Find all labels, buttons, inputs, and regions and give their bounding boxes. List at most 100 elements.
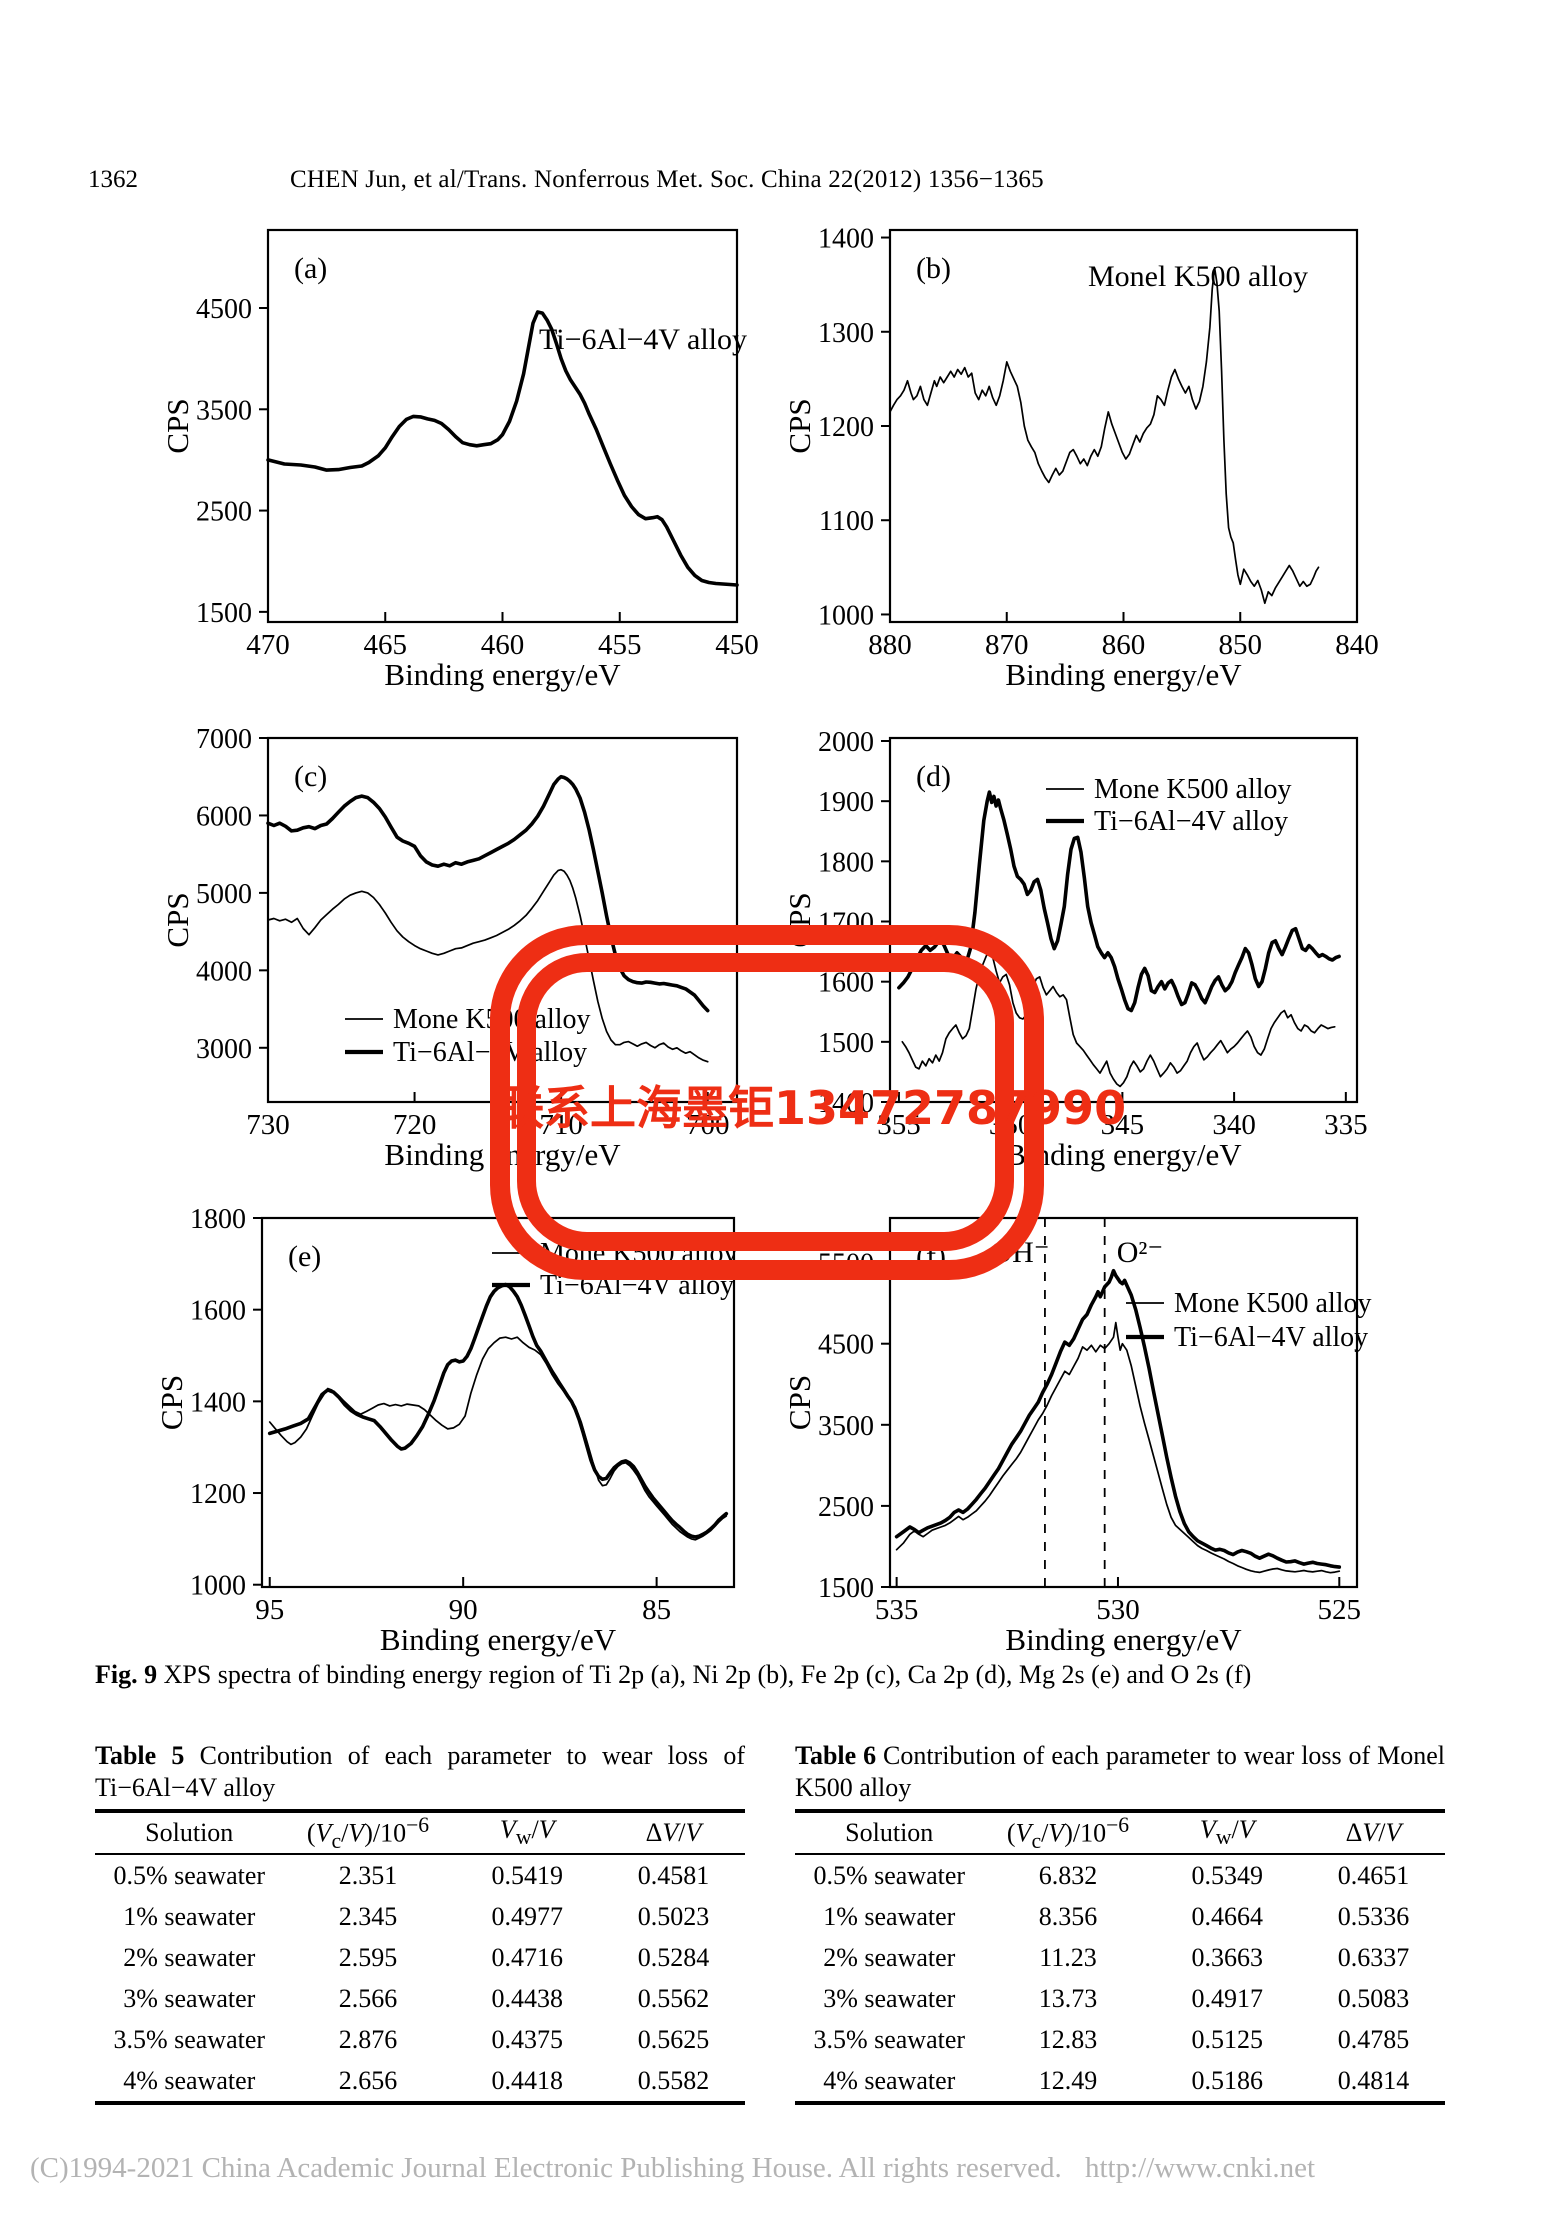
table-cell: 0.5419 — [491, 1860, 564, 1890]
x-tick-label: 465 — [364, 629, 408, 661]
x-tick-label: 840 — [1335, 629, 1379, 661]
table-title-label: Table 6 — [795, 1741, 877, 1770]
y-tick-label: 1200 — [818, 412, 874, 443]
y-axis-label: CPS — [782, 1375, 817, 1430]
series-curve — [267, 1282, 729, 1539]
table-cell: 12.83 — [1038, 2024, 1098, 2054]
table-cell: 0.4716 — [491, 1942, 564, 1972]
column-header: Vw/V — [1199, 1815, 1255, 1850]
panel-label: (b) — [916, 252, 951, 285]
table-cell: 0.5083 — [1337, 1983, 1410, 2013]
series-curve — [889, 266, 1320, 605]
y-tick-label: 3500 — [818, 1411, 874, 1442]
table-cell: 0.5582 — [637, 2065, 710, 2095]
y-tick-label: 4500 — [818, 1330, 874, 1361]
series-curve — [268, 1336, 728, 1541]
x-tick-label: 700 — [686, 1109, 730, 1141]
y-tick-label: 2500 — [818, 1492, 874, 1523]
y-tick-label: 1400 — [190, 1387, 246, 1418]
table-rule — [95, 2101, 745, 2105]
publisher-url: http://www.cnki.net — [1085, 2152, 1316, 2184]
table-cell: 2.351 — [338, 1860, 398, 1890]
x-tick-label: 450 — [715, 629, 759, 661]
legend-label: Ti−6Al−4V alloy — [1174, 1322, 1368, 1353]
y-tick-label: 1500 — [818, 1028, 874, 1059]
table-cell: 2.595 — [338, 1942, 398, 1972]
y-tick-label: 2000 — [818, 727, 874, 758]
y-tick-label: 1400 — [818, 224, 874, 255]
series-curve — [266, 310, 739, 587]
y-tick-label: 1800 — [190, 1204, 246, 1235]
table-cell: 1% seawater — [123, 1901, 256, 1931]
panel-label: (a) — [294, 252, 327, 285]
x-axis-label: Binding energy/eV — [384, 657, 621, 692]
x-tick-label: 720 — [393, 1109, 437, 1141]
table-row: 3.5% seawater 12.83 0.5125 0.4785 — [795, 2019, 1445, 2060]
x-tick-label: 355 — [877, 1109, 921, 1141]
y-tick-label: 1100 — [819, 506, 874, 537]
table-title: Table 5 Contribution of each parameter t… — [95, 1741, 745, 1802]
y-tick-label: 1300 — [818, 318, 874, 349]
y-tick-label: 1500 — [818, 1573, 874, 1604]
table-cell: 0.5% seawater — [113, 1860, 266, 1890]
x-tick-label: 530 — [1096, 1594, 1140, 1626]
y-tick-label: 1800 — [818, 847, 874, 878]
table-cell: 2.876 — [338, 2024, 398, 2054]
y-tick-label: 1000 — [818, 600, 874, 631]
x-tick-label: 335 — [1324, 1109, 1368, 1141]
y-tick-label: 3000 — [196, 1034, 252, 1065]
table-cell: 13.73 — [1038, 1983, 1098, 2013]
table-rule — [95, 1853, 745, 1855]
x-axis-label: Binding energy/eV — [1005, 1137, 1242, 1172]
table-cell: 0.3663 — [1191, 1942, 1264, 1972]
table-row: 0.5% seawater 6.832 0.5349 0.4651 — [795, 1855, 1445, 1896]
y-tick-label: 1200 — [190, 1479, 246, 1510]
x-axis-label: Binding energy/eV — [380, 1622, 617, 1657]
table-title: Table 6 Contribution of each parameter t… — [795, 1741, 1445, 1802]
table-cell: 0.5186 — [1191, 2065, 1264, 2095]
y-axis-label: CPS — [160, 398, 195, 453]
y-tick-label: 7000 — [196, 724, 252, 755]
y-tick-label: 4000 — [196, 956, 252, 987]
y-tick-label: 1900 — [818, 787, 874, 818]
table-cell: 0.4375 — [491, 2024, 564, 2054]
x-tick-label: 880 — [868, 629, 912, 661]
panel-label: (c) — [294, 760, 327, 793]
watermark-outer-frame — [490, 925, 1044, 1280]
x-tick-label: 470 — [246, 629, 290, 661]
table-cell: 2% seawater — [823, 1942, 956, 1972]
table-cell: 0.5625 — [637, 2024, 710, 2054]
panel-label: (d) — [916, 760, 951, 793]
y-tick-label: 3500 — [196, 395, 252, 426]
table-header-row: Solution (Vc/V)/10−6 Vw/V ΔV/V — [95, 1813, 745, 1853]
plot-frame — [266, 228, 739, 624]
page-number: 1362 — [88, 166, 138, 193]
table-cell: 0.4977 — [491, 1901, 564, 1931]
table-row: 2% seawater 11.23 0.3663 0.6337 — [795, 1937, 1445, 1978]
figure-9-xps-spectra: 1500 2500 3500 4500 470 465 460 455 450 Binding e… — [154, 224, 1379, 1657]
table-cell: 6.832 — [1038, 1860, 1098, 1890]
plot-frame — [888, 1216, 1359, 1589]
x-axis-label: Binding energy/eV — [1005, 657, 1242, 692]
series-curve — [897, 790, 1341, 1013]
y-tick-label: 6000 — [196, 801, 252, 832]
x-tick-label: 345 — [1101, 1109, 1145, 1141]
table-cell: 0.5023 — [637, 1901, 710, 1931]
x-tick-label: 860 — [1102, 629, 1146, 661]
table-cell: 0.6337 — [1337, 1942, 1410, 1972]
table-cell: 12.49 — [1038, 2065, 1098, 2095]
table-cell: 0.4785 — [1337, 2024, 1410, 2054]
x-tick-label: 525 — [1318, 1594, 1362, 1626]
table-row: 3% seawater 13.73 0.4917 0.5083 — [795, 1978, 1445, 2019]
y-tick-label: 1000 — [190, 1571, 246, 1602]
chart-a: 1500 2500 3500 4500 470 465 460 455 450 Binding e… — [160, 228, 759, 692]
x-tick-label: 85 — [642, 1594, 671, 1626]
table-cell: 3% seawater — [823, 1983, 956, 2013]
watermark-text: 联系上海墨钜13472787990 — [498, 1081, 1127, 1135]
table-header-row: Solution (Vc/V)/10−6 Vw/V ΔV/V — [795, 1813, 1445, 1853]
table-cell: 2.345 — [338, 1901, 398, 1931]
x-tick-label: 535 — [875, 1594, 919, 1626]
table-cell: 0.5125 — [1191, 2024, 1264, 2054]
